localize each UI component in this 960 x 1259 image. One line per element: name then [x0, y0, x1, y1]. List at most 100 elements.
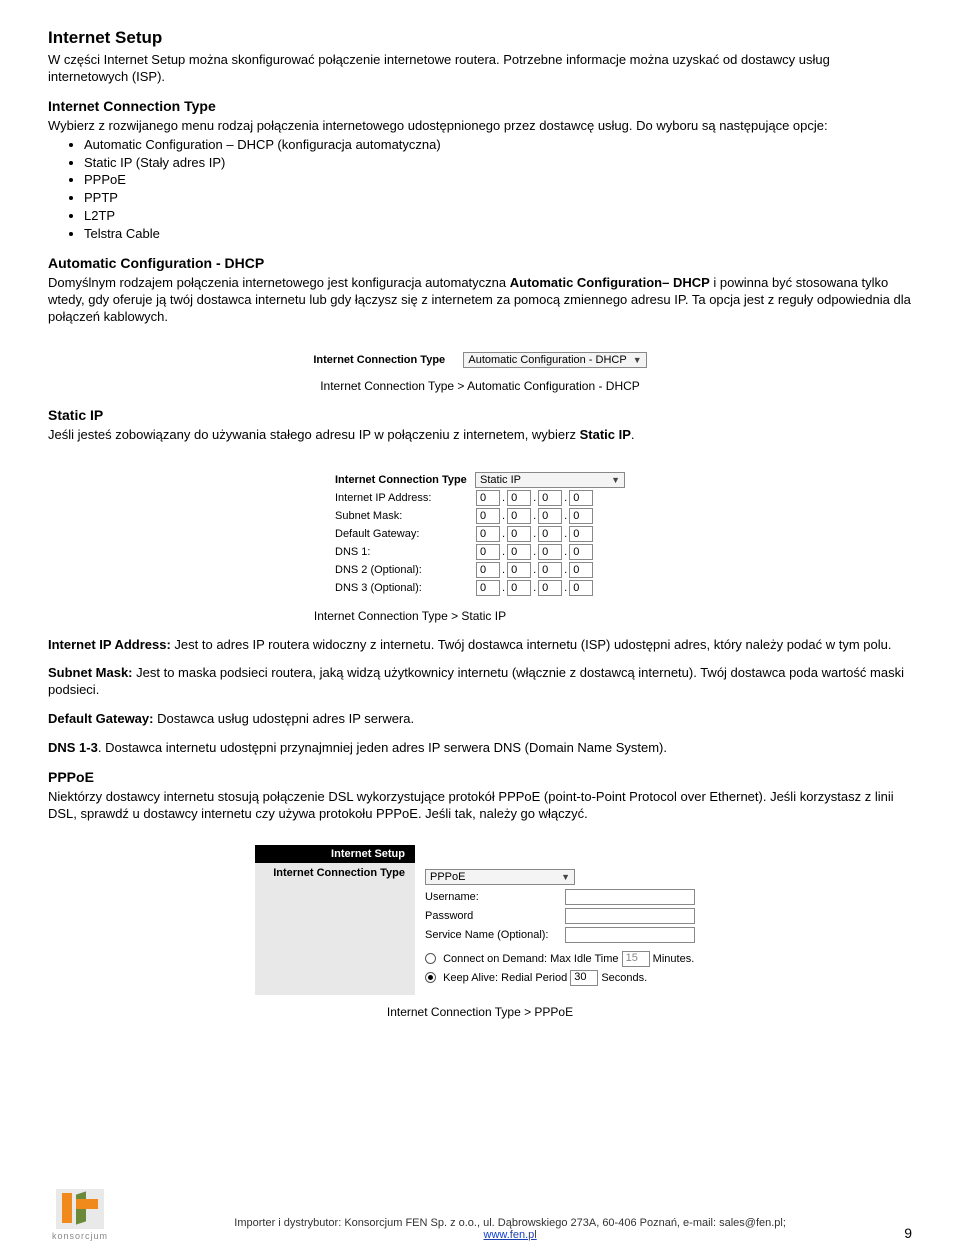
- list-item: Automatic Configuration – DHCP (konfigur…: [84, 137, 912, 154]
- ip-octet-input[interactable]: 0: [569, 544, 593, 560]
- page-footer: konsorcjum Importer i dystrybutor: Konso…: [48, 1177, 912, 1241]
- ip-octet-input[interactable]: 0: [538, 580, 562, 596]
- page-number: 9: [904, 1225, 912, 1241]
- ip-octet-input[interactable]: 0: [476, 580, 500, 596]
- pppoe-paragraph: Niektórzy dostawcy internetu stosują poł…: [48, 789, 912, 823]
- ip-row: DNS 2 (Optional):0.0.0.0: [335, 562, 625, 578]
- ipaddr-paragraph: Internet IP Address: Jest to adres IP ro…: [48, 637, 912, 654]
- ip-octet-input[interactable]: 0: [538, 508, 562, 524]
- ip-octet-input[interactable]: 0: [538, 544, 562, 560]
- options-list: Automatic Configuration – DHCP (konfigur…: [84, 137, 912, 243]
- ip-octet-input[interactable]: 0: [569, 580, 593, 596]
- fig1-label: Internet Connection Type: [313, 354, 463, 366]
- subnet-paragraph: Subnet Mask: Jest to maska podsieci rout…: [48, 665, 912, 699]
- text: .: [631, 427, 635, 442]
- list-item: L2TP: [84, 208, 912, 225]
- dns-paragraph: DNS 1-3. Dostawca internetu udostępni pr…: [48, 740, 912, 757]
- ict-heading: Internet Connection Type: [48, 98, 912, 114]
- ip-octet-input[interactable]: 0: [507, 562, 531, 578]
- ip-octet-input[interactable]: 0: [476, 490, 500, 506]
- dot: .: [533, 510, 536, 522]
- dot: .: [533, 546, 536, 558]
- logo-text: konsorcjum: [52, 1231, 108, 1241]
- chevron-down-icon: ▼: [611, 475, 620, 485]
- cod-label: Connect on Demand: Max Idle Time: [443, 953, 618, 965]
- figure-dhcp: Internet Connection Type Automatic Confi…: [48, 338, 912, 393]
- ip-octet-input[interactable]: 0: [538, 526, 562, 542]
- ip-octet-input[interactable]: 0: [538, 490, 562, 506]
- ip-octet-input[interactable]: 0: [569, 490, 593, 506]
- dot: .: [564, 564, 567, 576]
- text: Domyślnym rodzajem połączenia internetow…: [48, 275, 510, 290]
- fig2-caption: Internet Connection Type > Static IP: [0, 609, 912, 623]
- auto-heading: Automatic Configuration - DHCP: [48, 255, 912, 271]
- ip-octet-input[interactable]: 0: [507, 544, 531, 560]
- service-input[interactable]: [565, 927, 695, 943]
- select-value: PPPoE: [430, 871, 465, 883]
- ip-row-label: Internet IP Address:: [335, 492, 475, 504]
- fig3-caption: Internet Connection Type > PPPoE: [48, 1005, 912, 1019]
- gateway-paragraph: Default Gateway: Dostawca usług udostępn…: [48, 711, 912, 728]
- cod-unit: Minutes.: [653, 953, 695, 965]
- text-bold: Static IP: [580, 427, 631, 442]
- dot: .: [502, 564, 505, 576]
- label: Subnet Mask:: [48, 665, 133, 680]
- ip-octet-input[interactable]: 0: [507, 490, 531, 506]
- dot: .: [502, 510, 505, 522]
- footer-link[interactable]: www.fen.pl: [484, 1229, 537, 1241]
- dot: .: [502, 582, 505, 594]
- fig2-label: Internet Connection Type: [335, 474, 475, 486]
- idle-time-input[interactable]: 15: [622, 951, 650, 967]
- label: Default Gateway:: [48, 711, 153, 726]
- text: Jest to maska podsieci routera, jaką wid…: [48, 665, 904, 697]
- fig3-select[interactable]: PPPoE ▼: [425, 869, 575, 885]
- ip-octet-input[interactable]: 0: [476, 526, 500, 542]
- ip-octet-input[interactable]: 0: [507, 526, 531, 542]
- intro-paragraph: W części Internet Setup można skonfiguro…: [48, 52, 912, 86]
- ip-row: DNS 1:0.0.0.0: [335, 544, 625, 560]
- fig3-username-label: Username:: [425, 891, 565, 903]
- ip-octet-input[interactable]: 0: [538, 562, 562, 578]
- ip-row-label: DNS 2 (Optional):: [335, 564, 475, 576]
- dot: .: [564, 510, 567, 522]
- ip-octet-input[interactable]: 0: [507, 580, 531, 596]
- ip-row: DNS 3 (Optional):0.0.0.0: [335, 580, 625, 596]
- dot: .: [564, 492, 567, 504]
- static-heading: Static IP: [48, 407, 912, 423]
- ip-octet-input[interactable]: 0: [507, 508, 531, 524]
- dot: .: [502, 528, 505, 540]
- ip-row-label: DNS 1:: [335, 546, 475, 558]
- ip-octet-input[interactable]: 0: [476, 508, 500, 524]
- fig2-select[interactable]: Static IP ▼: [475, 472, 625, 488]
- ip-row: Default Gateway:0.0.0.0: [335, 526, 625, 542]
- list-item: PPPoE: [84, 172, 912, 189]
- dot: .: [533, 564, 536, 576]
- list-item: Static IP (Stały adres IP): [84, 155, 912, 172]
- dot: .: [502, 492, 505, 504]
- chevron-down-icon: ▼: [561, 872, 570, 882]
- ip-octet-input[interactable]: 0: [569, 526, 593, 542]
- radio-keep-alive[interactable]: [425, 972, 436, 983]
- text: Jeśli jesteś zobowiązany do używania sta…: [48, 427, 580, 442]
- label: Internet IP Address:: [48, 637, 171, 652]
- ip-row: Internet IP Address:0.0.0.0: [335, 490, 625, 506]
- ip-octet-input[interactable]: 0: [569, 508, 593, 524]
- figure-pppoe: Internet Setup Internet Connection Type …: [48, 835, 912, 1019]
- redial-period-input[interactable]: 30: [570, 970, 598, 986]
- footer-text: Importer i dystrybutor: Konsorcjum FEN S…: [124, 1217, 896, 1241]
- select-value: Static IP: [480, 474, 521, 486]
- fig1-select[interactable]: Automatic Configuration - DHCP ▼: [463, 352, 646, 368]
- ip-octet-input[interactable]: 0: [476, 544, 500, 560]
- dot: .: [533, 528, 536, 540]
- auto-paragraph: Domyślnym rodzajem połączenia internetow…: [48, 275, 912, 326]
- dot: .: [533, 492, 536, 504]
- text: . Dostawca internetu udostępni przynajmn…: [98, 740, 667, 755]
- ip-octet-input[interactable]: 0: [476, 562, 500, 578]
- radio-connect-on-demand[interactable]: [425, 953, 436, 964]
- ip-octet-input[interactable]: 0: [569, 562, 593, 578]
- list-item: PPTP: [84, 190, 912, 207]
- username-input[interactable]: [565, 889, 695, 905]
- label: DNS 1-3: [48, 740, 98, 755]
- password-input[interactable]: [565, 908, 695, 924]
- page-title: Internet Setup: [48, 28, 912, 48]
